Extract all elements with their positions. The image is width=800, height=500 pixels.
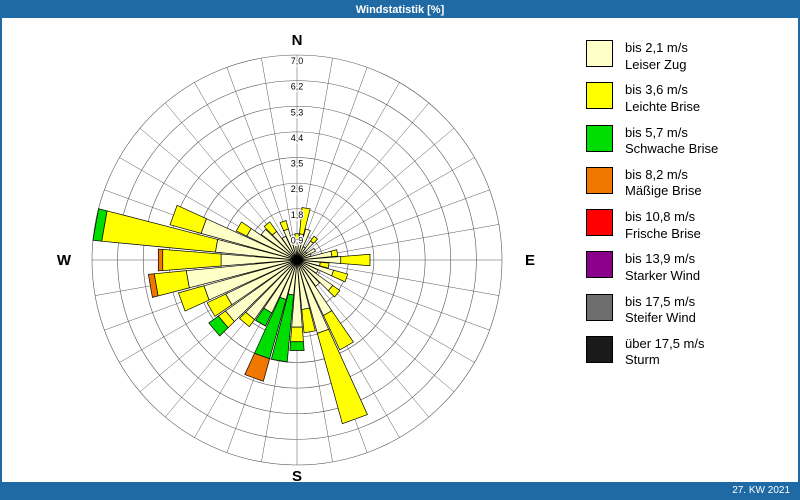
petals <box>92 204 371 425</box>
legend-item: bis 10,8 m/s Frische Brise <box>586 209 718 242</box>
petal-segment <box>157 248 164 272</box>
compass-labels: N S W E <box>57 32 535 485</box>
legend-speed-range: über 17,5 m/s <box>625 335 705 351</box>
legend-wind-name: Sturm <box>625 352 660 368</box>
legend-label: bis 17,5 m/s Steifer Wind <box>625 294 696 327</box>
svg-text:0,9: 0,9 <box>291 235 304 245</box>
legend-speed-range: bis 5,7 m/s <box>625 124 688 140</box>
window-title: Windstatistik [%] <box>355 4 445 16</box>
petal-segment <box>316 328 368 425</box>
svg-text:1,8: 1,8 <box>291 210 304 220</box>
petal-segment <box>92 208 108 242</box>
windrose-chart: 0,9 1,8 2,6 3,5 4,4 5,3 6,2 7,0 N S W E <box>2 18 567 487</box>
compass-south: S <box>292 468 302 482</box>
legend-swatch <box>586 82 613 110</box>
svg-text:3,5: 3,5 <box>291 159 304 169</box>
petal-segment <box>244 352 271 382</box>
petal-segment <box>270 293 295 363</box>
svg-text:4,4: 4,4 <box>291 133 304 143</box>
petal-segment <box>260 228 298 261</box>
legend-speed-range: bis 8,2 m/s <box>625 166 688 182</box>
legend-wind-name: Starker Wind <box>625 267 701 283</box>
svg-text:6,2: 6,2 <box>291 82 304 92</box>
legend-swatch <box>586 251 613 279</box>
compass-west: W <box>57 252 72 269</box>
legend: bis 2,1 m/s Leiser Zug bis 3,6 m/s Leichte … <box>586 40 718 369</box>
legend-label: bis 2,1 m/s Leiser Zug <box>625 40 688 73</box>
legend-speed-range: bis 2,1 m/s <box>625 40 688 55</box>
petal-segment <box>235 221 252 237</box>
legend-label: bis 3,6 m/s Leichte Brise <box>625 82 700 115</box>
petal-segment <box>299 207 311 235</box>
petal-segment <box>279 220 289 232</box>
legend-wind-name: Mäßige Brise <box>625 183 702 199</box>
petal-segment <box>323 310 354 351</box>
petal-segment <box>206 293 233 317</box>
legend-speed-range: bis 10,8 m/s <box>625 209 696 224</box>
petal-segment <box>330 249 339 258</box>
legend-swatch <box>586 209 613 236</box>
legend-item: bis 2,1 m/s Leiser Zug <box>586 40 718 73</box>
petal-segment <box>289 341 305 351</box>
legend-item: bis 17,5 m/s Steifer Wind <box>586 293 718 327</box>
compass-east: E <box>525 252 535 269</box>
legend-label: bis 10,8 m/s Frische Brise <box>625 209 701 242</box>
legend-label: über 17,5 m/s Sturm <box>625 336 705 369</box>
petal-segment <box>331 269 349 283</box>
petal-segment <box>147 273 159 298</box>
petal-segment <box>301 307 316 334</box>
calendar-week-label: 27. KW 2021 <box>732 484 790 496</box>
legend-wind-name: Schwache Brise <box>625 141 719 157</box>
legend-item: bis 3,6 m/s Leichte Brise <box>586 82 718 115</box>
petal-segment <box>178 285 210 312</box>
petal-segment <box>263 221 278 236</box>
legend-wind-name: Leichte Brise <box>625 98 701 114</box>
legend-swatch <box>586 124 613 152</box>
legend-speed-range: bis 13,9 m/s <box>625 251 696 267</box>
petal-segment <box>208 315 229 337</box>
windrose-svg: 0,9 1,8 2,6 3,5 4,4 5,3 6,2 7,0 N S W E <box>57 32 535 485</box>
legend-wind-name: Frische Brise <box>625 225 701 241</box>
legend-swatch <box>586 166 613 194</box>
petal-segment <box>239 311 255 328</box>
legend-item: bis 8,2 m/s Mäßige Brise <box>586 166 718 200</box>
petal-segment <box>340 253 371 267</box>
svg-text:2,6: 2,6 <box>291 184 304 194</box>
petal-segment <box>310 235 319 244</box>
petal-segment <box>292 242 298 261</box>
legend-item: über 17,5 m/s Sturm <box>586 335 718 369</box>
chart-area: 0,9 1,8 2,6 3,5 4,4 5,3 6,2 7,0 N S W E bis 2,1 m/s… <box>2 18 798 485</box>
petal-segment <box>255 307 273 327</box>
petal-segment <box>319 261 330 269</box>
legend-wind-name: Leiser Zug <box>625 56 687 72</box>
svg-text:5,3: 5,3 <box>291 107 304 117</box>
radial-axis-labels: 0,9 1,8 2,6 3,5 4,4 5,3 6,2 7,0 <box>289 55 304 247</box>
legend-wind-name: Steifer Wind <box>625 310 696 326</box>
legend-swatch <box>586 40 613 67</box>
svg-text:7,0: 7,0 <box>291 56 304 66</box>
legend-item: bis 5,7 m/s Schwache Brise <box>586 124 718 158</box>
compass-north: N <box>292 32 303 49</box>
petal-segment <box>327 285 341 298</box>
petal-segment <box>169 204 207 234</box>
petal-segment <box>290 326 304 343</box>
legend-speed-range: bis 3,6 m/s <box>625 82 688 98</box>
legend-swatch <box>586 335 613 363</box>
petal-segment <box>294 233 300 240</box>
legend-swatch <box>586 293 613 321</box>
legend-label: bis 5,7 m/s Schwache Brise <box>625 125 718 158</box>
legend-item: bis 13,9 m/s Starker Wind <box>586 251 718 284</box>
legend-speed-range: bis 17,5 m/s <box>625 293 696 309</box>
status-bar: 27. KW 2021 <box>2 482 798 498</box>
petal-segment <box>162 249 222 271</box>
title-bar: Windstatistik [%] <box>2 2 798 18</box>
legend-label: bis 8,2 m/s Mäßige Brise <box>625 167 702 200</box>
legend-label: bis 13,9 m/s Starker Wind <box>625 251 700 284</box>
